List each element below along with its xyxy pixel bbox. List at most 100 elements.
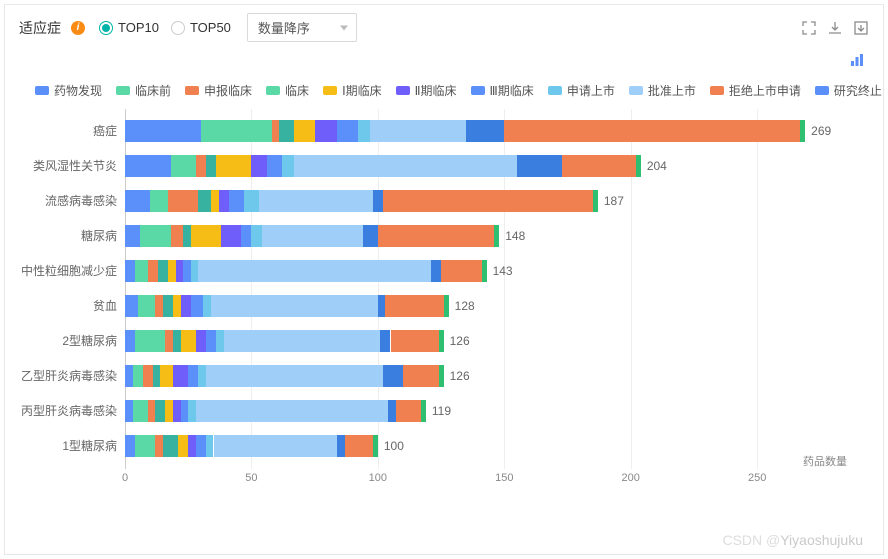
bar-segment[interactable] (125, 330, 135, 352)
bar-segment[interactable] (224, 330, 381, 352)
bar-segment[interactable] (133, 365, 143, 387)
legend-item[interactable]: Ⅰ期临床 (323, 82, 382, 99)
bar-segment[interactable] (214, 435, 338, 457)
bar-segment[interactable] (383, 190, 593, 212)
bar-segment[interactable] (403, 365, 438, 387)
bar-segment[interactable] (171, 225, 184, 247)
bar-segment[interactable] (173, 330, 181, 352)
bar-segment[interactable] (241, 225, 251, 247)
sort-select[interactable]: 数量降序 (247, 13, 357, 42)
bar-segment[interactable] (267, 155, 282, 177)
bar-segment[interactable] (196, 155, 206, 177)
bar-segment[interactable] (135, 260, 148, 282)
bar-segment[interactable] (155, 435, 163, 457)
bar-segment[interactable] (196, 435, 206, 457)
bar-segment[interactable] (158, 260, 168, 282)
bar-segment[interactable] (466, 120, 504, 142)
bar-segment[interactable] (206, 435, 214, 457)
bar-segment[interactable] (125, 225, 140, 247)
bar-segment[interactable] (125, 190, 150, 212)
bar-track[interactable]: 204 (125, 155, 833, 177)
legend-item[interactable]: 临床 (266, 82, 309, 99)
bar-segment[interactable] (198, 190, 211, 212)
bar-segment[interactable] (800, 120, 805, 142)
bar-segment[interactable] (163, 435, 178, 457)
bar-segment[interactable] (251, 155, 266, 177)
bar-segment[interactable] (562, 155, 635, 177)
bar-track[interactable]: 148 (125, 225, 833, 247)
bar-segment[interactable] (279, 120, 294, 142)
bar-segment[interactable] (421, 400, 426, 422)
bar-segment[interactable] (125, 435, 135, 457)
bar-segment[interactable] (315, 120, 338, 142)
bar-segment[interactable] (441, 260, 481, 282)
bar-segment[interactable] (282, 155, 295, 177)
bar-segment[interactable] (173, 295, 181, 317)
bar-segment[interactable] (135, 435, 155, 457)
bar-segment[interactable] (216, 330, 224, 352)
bar-segment[interactable] (337, 435, 345, 457)
bar-segment[interactable] (206, 155, 216, 177)
bar-segment[interactable] (171, 155, 196, 177)
download-icon[interactable] (827, 20, 843, 36)
bar-segment[interactable] (135, 330, 165, 352)
bar-segment[interactable] (396, 400, 421, 422)
bar-segment[interactable] (219, 190, 229, 212)
bar-segment[interactable] (378, 225, 494, 247)
bar-segment[interactable] (206, 365, 383, 387)
bar-segment[interactable] (229, 190, 244, 212)
bar-segment[interactable] (140, 225, 170, 247)
bar-track[interactable]: 100 (125, 435, 833, 457)
bar-segment[interactable] (439, 330, 444, 352)
bar-segment[interactable] (125, 260, 135, 282)
bar-segment[interactable] (148, 400, 156, 422)
bar-segment[interactable] (125, 365, 133, 387)
bar-segment[interactable] (155, 400, 165, 422)
legend-item[interactable]: 申请上市 (548, 82, 615, 99)
bar-track[interactable]: 126 (125, 365, 833, 387)
bar-segment[interactable] (385, 295, 443, 317)
bar-track[interactable]: 128 (125, 295, 833, 317)
bar-segment[interactable] (388, 400, 396, 422)
bar-segment[interactable] (251, 225, 261, 247)
bar-segment[interactable] (143, 365, 153, 387)
fullscreen-icon[interactable] (801, 20, 817, 36)
bar-segment[interactable] (133, 400, 148, 422)
bar-segment[interactable] (160, 365, 173, 387)
bar-segment[interactable] (370, 120, 466, 142)
bar-segment[interactable] (211, 295, 378, 317)
bar-segment[interactable] (191, 260, 199, 282)
bar-segment[interactable] (373, 435, 378, 457)
bar-segment[interactable] (363, 225, 378, 247)
bar-segment[interactable] (188, 400, 196, 422)
legend-item[interactable]: Ⅲ期临床 (471, 82, 534, 99)
bar-segment[interactable] (444, 295, 449, 317)
export-icon[interactable] (853, 20, 869, 36)
legend-item[interactable]: 研究终止 (815, 82, 882, 99)
bar-segment[interactable] (262, 225, 363, 247)
bar-segment[interactable] (188, 365, 198, 387)
bar-segment[interactable] (196, 400, 388, 422)
bar-segment[interactable] (206, 330, 216, 352)
bar-segment[interactable] (125, 155, 171, 177)
bar-segment[interactable] (165, 400, 173, 422)
bar-segment[interactable] (373, 190, 383, 212)
bar-segment[interactable] (165, 330, 173, 352)
radio-top10[interactable]: TOP10 (99, 20, 159, 35)
bar-segment[interactable] (517, 155, 563, 177)
bar-segment[interactable] (383, 365, 403, 387)
legend-item[interactable]: Ⅱ期临床 (396, 82, 457, 99)
bar-segment[interactable] (196, 330, 206, 352)
bar-segment[interactable] (272, 120, 280, 142)
bar-segment[interactable] (150, 190, 168, 212)
bar-segment[interactable] (181, 400, 189, 422)
bar-segment[interactable] (201, 120, 272, 142)
bar-segment[interactable] (203, 295, 211, 317)
bar-segment[interactable] (378, 295, 386, 317)
bar-segment[interactable] (148, 260, 158, 282)
bar-segment[interactable] (358, 120, 371, 142)
bar-segment[interactable] (294, 155, 517, 177)
bar-segment[interactable] (482, 260, 487, 282)
bar-segment[interactable] (183, 260, 191, 282)
legend-item[interactable]: 药物发现 (35, 82, 102, 99)
